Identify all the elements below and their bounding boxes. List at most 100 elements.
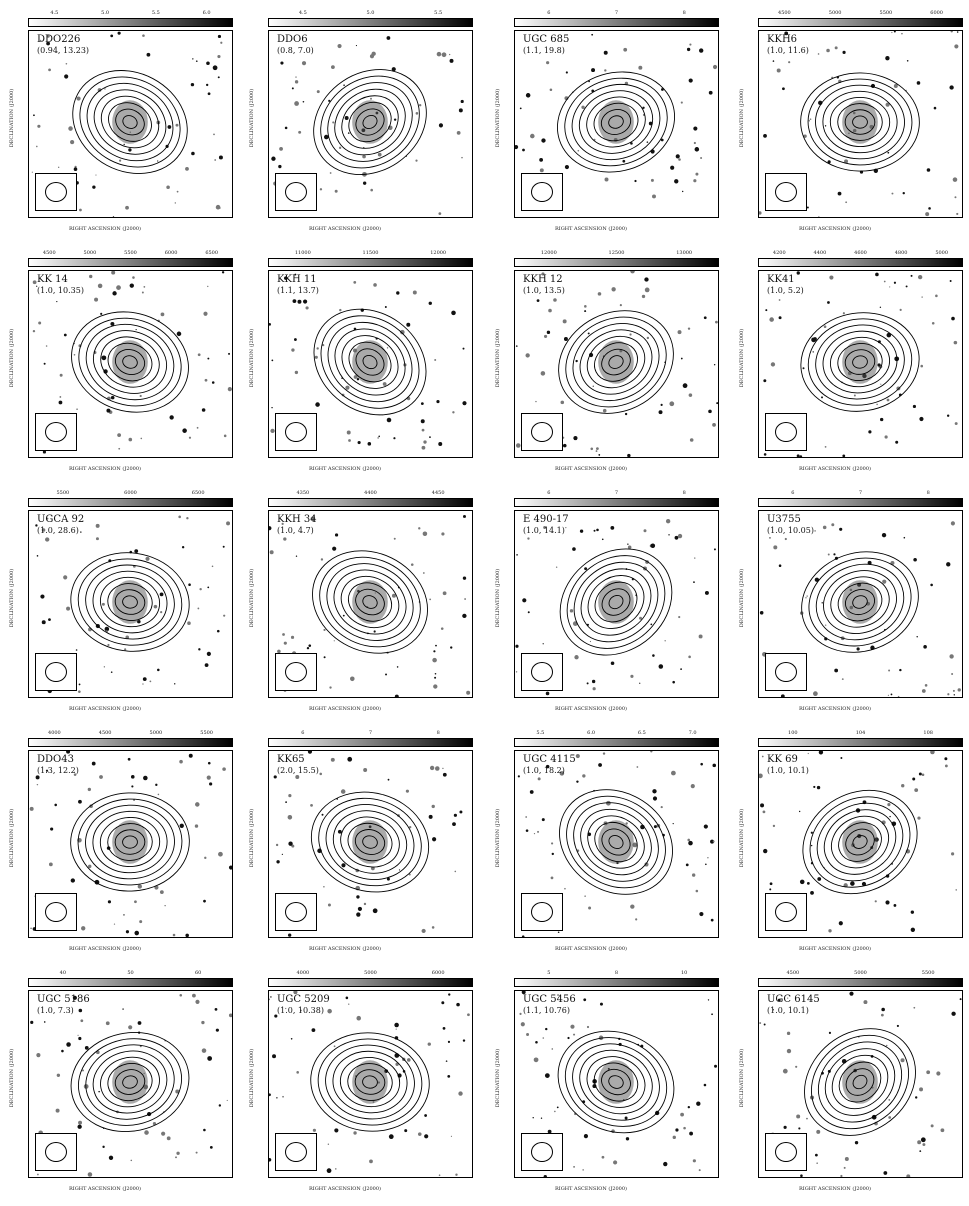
star-dot [66,751,71,754]
star-dot [564,887,566,890]
star-dot [671,770,676,776]
star-dot [32,280,37,285]
star-dot [412,290,417,295]
star-dot [294,370,299,375]
contour-line [800,72,920,172]
star-dot [680,668,682,670]
star-dot [46,517,49,520]
star-dot [228,865,232,870]
star-dot [896,1024,899,1028]
star-dot [207,92,211,96]
star-dot [370,188,373,192]
star-dot [391,67,396,72]
star-dot [674,179,679,184]
y-axis-label: DECLINATION (J2000) [495,568,501,628]
star-dot [584,310,587,313]
galaxy-panel: 4200 4400 4600 4800 5000 KK41 (1.0, 5.2) RIGHT … [739,250,963,472]
galaxy-panel: 5.5 6.0 6.5 7.0 UGC 4115 (1.0, 18.2) RIGHT ASC… [495,730,719,952]
galaxy-name: E 490-17 [523,514,569,525]
star-dot [924,684,928,687]
contour-map [759,31,959,217]
beam-box [35,653,77,691]
image-frame: U3755 (1.0, 10.05) [758,510,963,698]
star-dot [688,78,693,83]
star-dot [218,1104,222,1107]
star-dot [931,321,935,325]
star-dot [406,322,411,327]
star-dot [535,1040,538,1044]
star-dot [442,772,447,777]
contour-line [578,90,654,154]
x-axis-label: RIGHT ASCENSION (J2000) [799,466,871,472]
star-dot [287,815,293,820]
star-dot [308,644,312,647]
galaxy-params: (0.8, 7.0) [277,46,314,55]
star-dot [146,52,151,57]
star-dot [543,1175,547,1177]
star-dot [215,204,221,210]
contour-line [586,96,646,148]
star-dot [295,775,300,779]
contour-line [593,1062,639,1102]
contour-line [845,828,875,856]
star-dot [591,33,594,36]
star-dot [434,676,437,679]
star-dot [698,1169,701,1172]
contour-line [341,95,399,149]
x-axis-label: RIGHT ASCENSION (J2000) [309,226,381,232]
contour-line [608,115,624,129]
star-dot [923,645,927,649]
star-dot [678,158,681,161]
colorbar-tick-label: 6.5 [637,730,646,736]
star-dot [41,620,46,625]
star-dot [41,528,46,532]
star-dot [395,1028,397,1030]
star-dot [545,764,550,769]
contour-line [85,1044,175,1120]
star-dot [710,918,714,922]
star-dot [652,789,657,794]
star-dot [382,382,387,386]
star-dot [447,1074,451,1078]
contour-line [92,1050,168,1114]
star-dot [461,156,463,159]
beam-box [765,653,807,691]
star-dot [110,671,113,673]
star-dot [102,1145,105,1149]
star-dot [782,1068,788,1074]
star-dot [694,557,696,559]
star-dot [689,438,694,442]
colorbar-tick-label: 4000 [48,730,61,736]
star-dot [73,354,76,356]
star-dot [707,999,710,1001]
galaxy-panel: 40 50 60 UGC 5186 (1.0, 7.3) RIGHT ASCENSION … [9,970,233,1192]
colorbar-tick-label: 5500 [124,250,137,256]
star-dot [625,1137,630,1141]
star-dot [80,1019,84,1023]
galaxy-name: KKH 11 [277,274,317,285]
star-dot [917,816,921,820]
star-dot [867,560,872,565]
galaxy-panel: 5 8 10 UGC 5456 (1.1, 10.76) RIGHT ASCENSION … [495,970,719,1192]
star-dot [695,889,699,893]
star-dot [950,521,955,526]
star-dot [204,663,209,668]
star-dot [778,316,782,320]
star-dot [353,280,357,284]
star-dot [952,177,958,182]
y-axis-label: DECLINATION (J2000) [495,808,501,868]
galaxy-core [842,340,878,384]
star-dot [149,680,152,683]
image-frame: KKH 12 (1.0, 13.5) [514,270,719,458]
star-dot [288,794,292,798]
star-dot [917,1140,922,1145]
star-dot [575,753,580,759]
star-dot [269,998,270,1001]
contour-line [831,1054,889,1110]
star-dot [700,762,703,766]
star-dot [209,1146,213,1149]
star-dot [889,286,891,288]
contour-line [844,349,876,375]
x-axis-label: RIGHT ASCENSION (J2000) [309,946,381,952]
star-dot [796,1114,801,1119]
